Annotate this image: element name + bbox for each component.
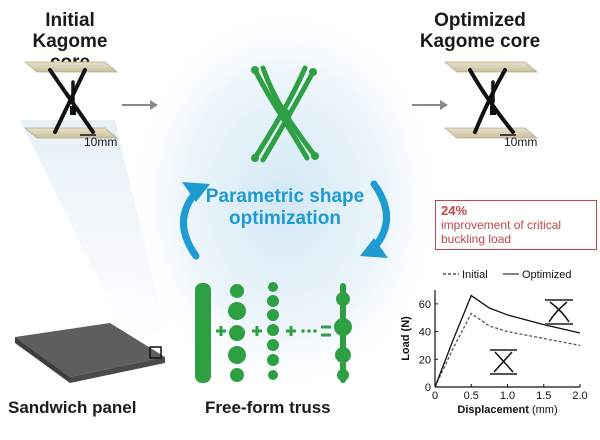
buckled-initial-inset — [490, 349, 517, 375]
x-tick-label: 0.5 — [464, 390, 479, 402]
free-form-truss — [195, 282, 352, 383]
scale-label-initial: 10mm — [84, 135, 118, 149]
improvement-callout: 24% improvement of critical buckling loa… — [435, 200, 597, 250]
y-tick-label: 60 — [419, 299, 431, 311]
y-tick-label: 40 — [419, 327, 431, 339]
series-line-initial — [434, 312, 581, 388]
scale-bar-initial — [80, 134, 96, 136]
x-tick-label: 1.0 — [500, 390, 515, 402]
callout-text: improvement of critical buckling load — [441, 218, 562, 246]
series-line-optimized — [434, 294, 581, 388]
buckled-optimized-inset — [545, 299, 573, 325]
arrow-right-icon — [412, 100, 448, 110]
x-axis-label: Displacement (mm) — [457, 404, 557, 416]
callout-percent: 24% — [441, 203, 468, 218]
load-displacement-chart: 0 0.5 1.0 1.5 2.0 0 20 40 60 Displacement (mm) Loa… — [400, 269, 588, 416]
scale-bar-optimized — [500, 134, 516, 136]
optimization-loop-icon — [180, 180, 390, 260]
legend-label-initial: Initial — [462, 269, 488, 281]
green-truss-node — [251, 65, 319, 163]
legend-label-optimized: Optimized — [522, 269, 572, 281]
initial-kagome-core — [23, 61, 119, 139]
y-tick-label: 20 — [419, 354, 431, 366]
caption-truss: Free-form truss — [205, 398, 331, 417]
arrow-right-icon — [122, 100, 158, 110]
scale-label-optimized: 10mm — [504, 135, 538, 149]
title-optimized: Optimized Kagome core — [419, 10, 541, 52]
caption-sandwich: Sandwich panel — [8, 398, 137, 417]
y-tick-label: 0 — [425, 382, 431, 394]
center-label: Parametric shape optimization — [205, 186, 365, 229]
sandwich-panel — [15, 323, 165, 383]
x-tick-label: 2.0 — [572, 390, 587, 402]
x-tick-label: 1.5 — [536, 390, 551, 402]
y-axis-label: Load (N) — [400, 316, 412, 361]
x-tick-label: 0 — [432, 390, 438, 402]
